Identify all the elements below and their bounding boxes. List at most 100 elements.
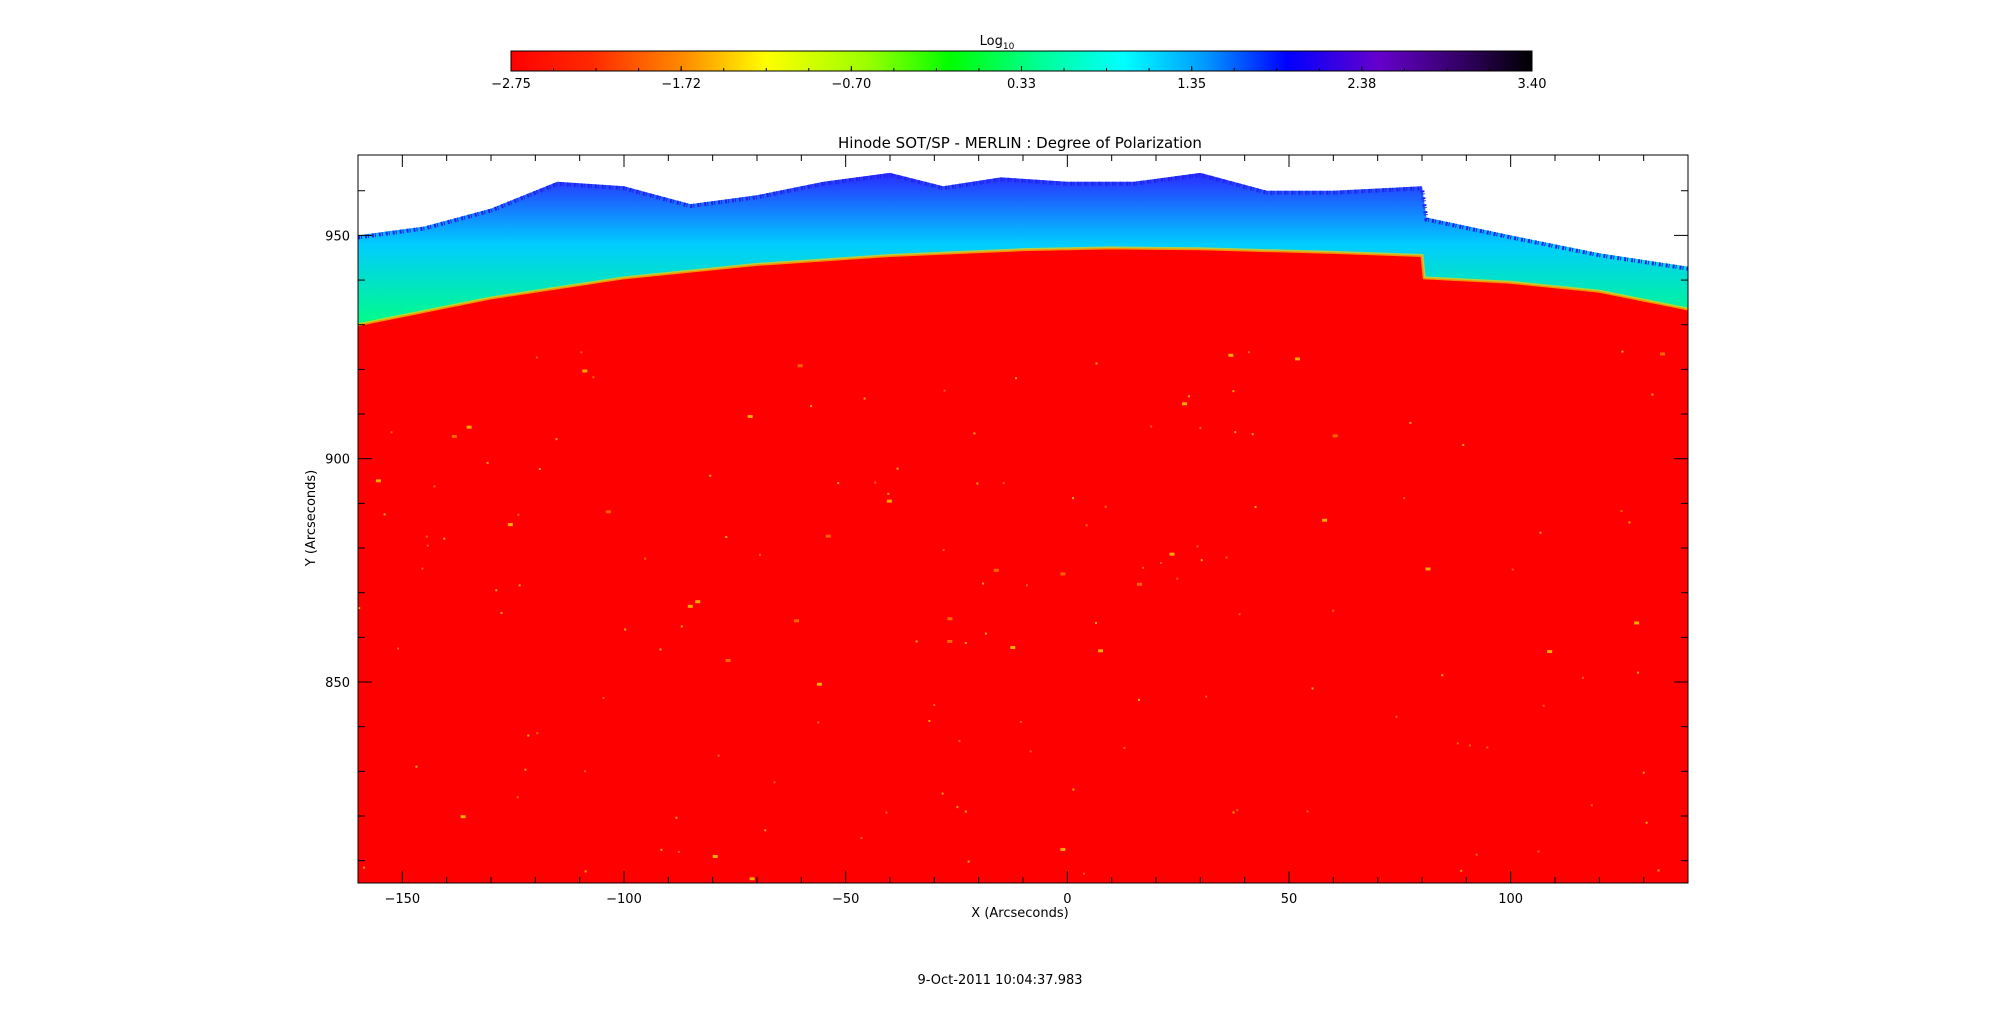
speckle [486, 461, 489, 464]
speckle [1537, 850, 1540, 853]
speckle [426, 544, 429, 547]
colorbar-tick-label: −0.70 [831, 77, 871, 92]
speckle [695, 600, 701, 604]
speckle [460, 815, 466, 819]
speckle [1029, 750, 1032, 753]
chart-title: Hinode SOT/SP - MERLIN : Degree of Polar… [838, 134, 1202, 152]
speckle [982, 582, 985, 585]
timestamp: 9-Oct-2011 10:04:37.983 [917, 973, 1082, 988]
plot-area [358, 155, 1688, 883]
speckle [717, 754, 720, 757]
speckle [837, 482, 840, 485]
speckle [500, 611, 503, 614]
speckle [1176, 577, 1179, 580]
speckle [1475, 853, 1478, 856]
speckle [1015, 377, 1018, 380]
speckle [1462, 443, 1465, 446]
speckle [1137, 698, 1140, 701]
speckle [421, 567, 424, 570]
speckle [517, 513, 520, 516]
speckle [1098, 649, 1104, 653]
speckle [1002, 482, 1005, 485]
speckle [1123, 746, 1126, 749]
speckle [1460, 869, 1463, 872]
speckle [1019, 720, 1022, 723]
speckle [1651, 393, 1654, 396]
speckle [584, 770, 587, 773]
speckle [1634, 621, 1640, 625]
speckle [1141, 566, 1144, 569]
speckle [1199, 427, 1202, 430]
x-tick-label: −150 [384, 892, 420, 907]
speckle [624, 628, 627, 631]
speckle [984, 632, 987, 635]
speckle [362, 866, 365, 869]
speckle [358, 607, 361, 610]
x-tick-label: −100 [606, 892, 642, 907]
colorbar-ticks: −2.75 −1.72 −0.70 0.33 1.35 2.38 3.40 [491, 66, 1546, 92]
speckle [495, 589, 498, 592]
speckle [747, 415, 753, 419]
speckle [1425, 567, 1431, 571]
speckle [1060, 847, 1066, 851]
speckle [1205, 695, 1208, 698]
speckle [958, 740, 961, 743]
speckle [375, 479, 381, 483]
speckle [860, 837, 863, 840]
speckle [580, 351, 583, 354]
speckle [967, 860, 970, 863]
speckle [749, 877, 755, 881]
polarization-speckles [358, 350, 1666, 881]
speckle [1311, 687, 1314, 690]
speckle [1395, 715, 1398, 718]
speckle [928, 719, 931, 722]
speckle [933, 703, 936, 706]
speckle [451, 435, 457, 439]
speckle [524, 768, 527, 771]
speckle [1306, 810, 1309, 813]
speckle [466, 425, 472, 429]
speckle [1295, 357, 1301, 361]
speckle [976, 482, 979, 485]
speckle [709, 474, 712, 477]
speckle [677, 850, 680, 853]
speckle [874, 481, 877, 484]
colorbar-tick-label: −1.72 [661, 77, 701, 92]
speckle [1200, 559, 1203, 562]
speckle [1468, 744, 1471, 747]
speckle [1511, 568, 1514, 571]
speckle [1660, 352, 1666, 356]
speckle [886, 499, 892, 503]
speckle [1332, 434, 1338, 438]
speckle [1025, 584, 1028, 587]
speckle [1082, 872, 1085, 875]
colorbar-tick-label: 1.35 [1177, 77, 1206, 92]
speckle [1196, 545, 1199, 548]
speckle [817, 721, 820, 724]
speckle [810, 405, 813, 408]
speckle [1085, 524, 1088, 527]
speckle [1232, 811, 1235, 814]
speckle [1251, 433, 1254, 436]
speckle [943, 389, 946, 392]
speckle [1645, 821, 1648, 824]
speckle [797, 364, 803, 368]
speckle [535, 356, 538, 359]
speckle [1095, 362, 1098, 365]
speckle [964, 810, 967, 813]
speckle [1637, 671, 1640, 674]
speckle [1539, 531, 1542, 534]
speckle [1225, 556, 1228, 559]
y-tick-label: 950 [325, 229, 350, 244]
colorbar-tick-label: 2.38 [1347, 77, 1376, 92]
speckle [964, 642, 967, 645]
speckle [1071, 497, 1074, 500]
speckle [825, 534, 831, 538]
colorbar-tick-label: 0.33 [1007, 77, 1036, 92]
speckle [1456, 742, 1459, 745]
speckle [712, 854, 718, 858]
speckle [915, 640, 918, 643]
speckle [942, 548, 945, 551]
x-tick-label: 100 [1498, 892, 1523, 907]
speckle [507, 523, 513, 527]
